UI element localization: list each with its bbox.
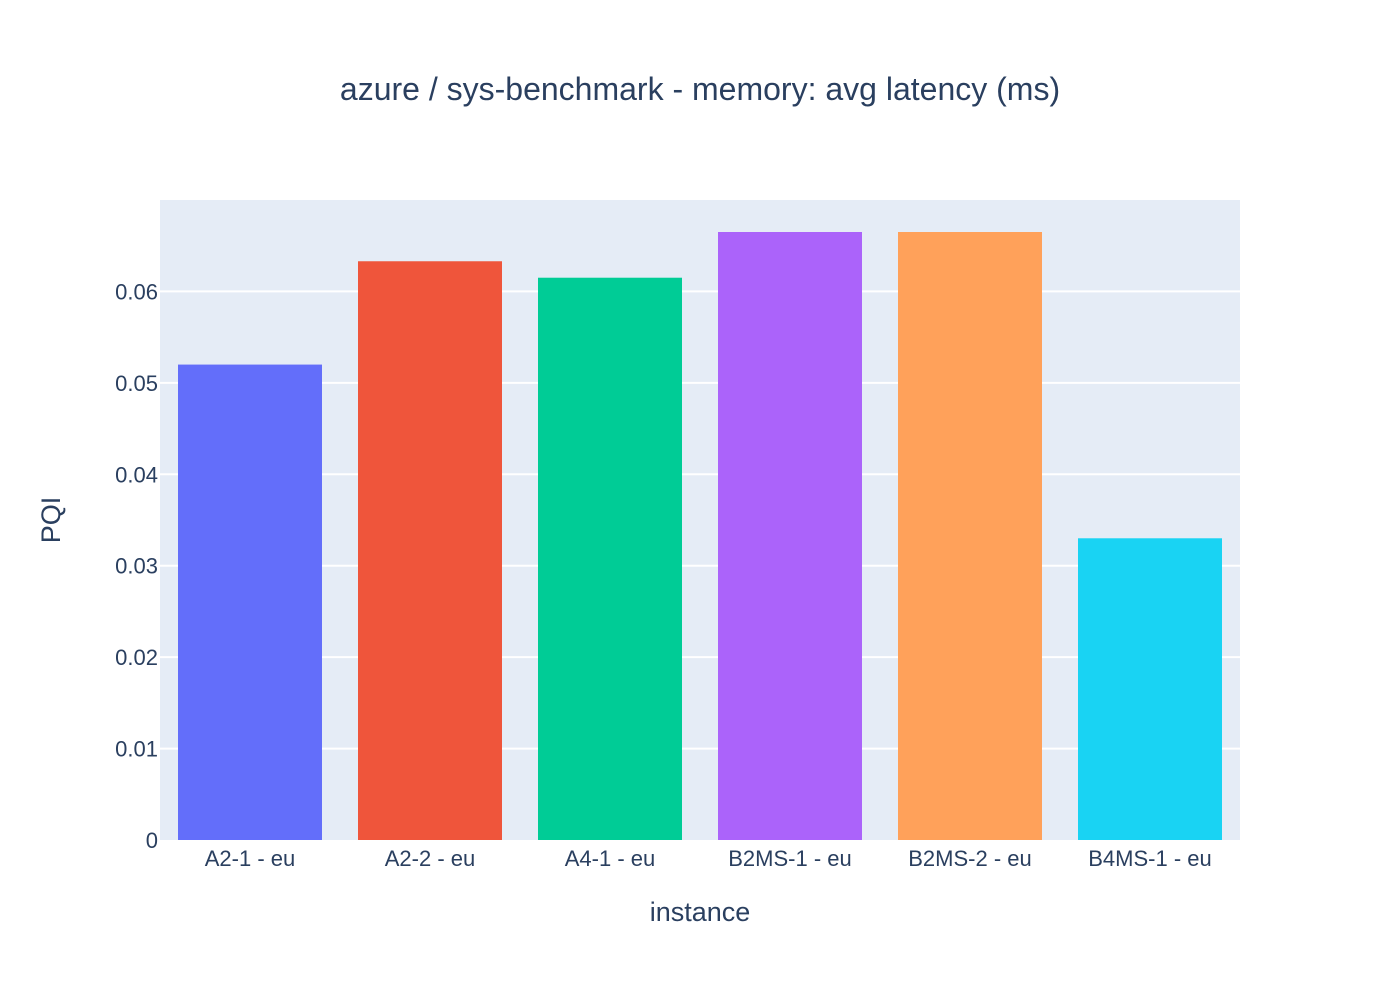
y-tick-label: 0.05 (115, 371, 158, 396)
bar-a2-2-eu[interactable] (358, 261, 502, 840)
grid-lines (160, 290, 1240, 750)
x-tick-label: B2MS-1 - eu (728, 846, 852, 871)
x-axis-title: instance (650, 897, 751, 927)
y-axis-ticks: 0 0.01 0.02 0.03 0.04 0.05 0.06 (115, 279, 158, 853)
bar-b2ms-1-eu[interactable] (718, 232, 862, 840)
x-tick-label: A2-2 - eu (385, 846, 476, 871)
bar-b2ms-2-eu[interactable] (898, 232, 1042, 840)
y-tick-label: 0 (146, 828, 158, 853)
x-tick-label: A4-1 - eu (565, 846, 656, 871)
y-axis-title: PQI (36, 497, 66, 544)
x-tick-label: B4MS-1 - eu (1088, 846, 1212, 871)
plot-area (160, 200, 1240, 840)
x-tick-label: A2-1 - eu (205, 846, 296, 871)
bar-b4ms-1-eu[interactable] (1078, 538, 1222, 840)
y-tick-label: 0.01 (115, 737, 158, 762)
y-tick-label: 0.06 (115, 279, 158, 304)
x-tick-label: B2MS-2 - eu (908, 846, 1032, 871)
x-axis-ticks: A2-1 - eu A2-2 - eu A4-1 - eu B2MS-1 - eu B2… (205, 846, 1212, 871)
y-tick-label: 0.02 (115, 645, 158, 670)
bars (178, 232, 1222, 840)
y-tick-label: 0.03 (115, 554, 158, 579)
bar-a4-1-eu[interactable] (538, 277, 682, 840)
bar-a2-1-eu[interactable] (178, 364, 322, 840)
chart-title: azure / sys-benchmark - memory: avg late… (340, 71, 1060, 107)
y-tick-label: 0.04 (115, 462, 158, 487)
